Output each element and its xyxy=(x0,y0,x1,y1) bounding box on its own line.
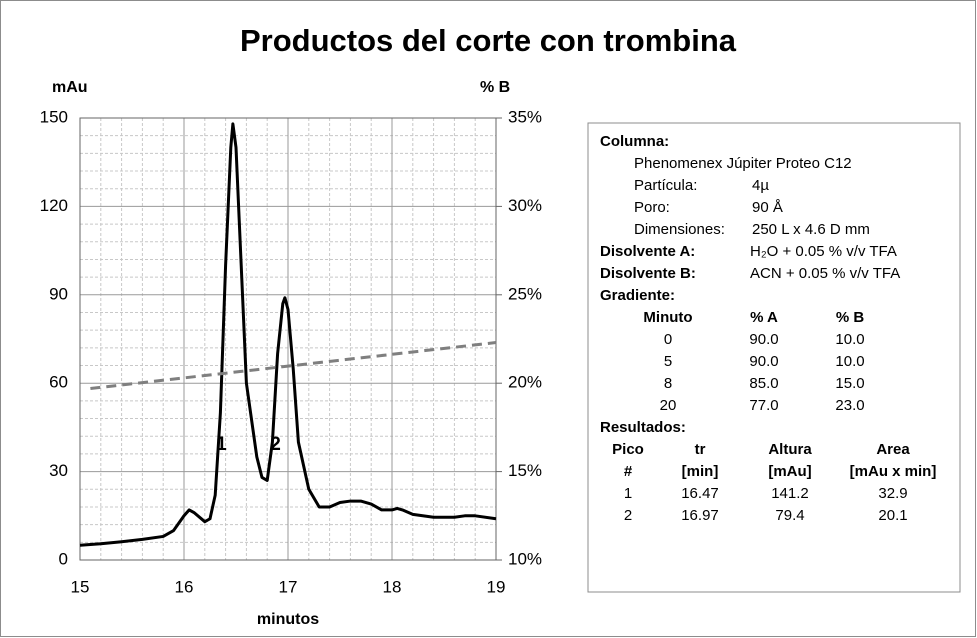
table-header: # xyxy=(624,463,633,480)
table-header: [mAu] xyxy=(768,463,811,480)
table-header: Altura xyxy=(768,441,812,458)
table-header: Minuto xyxy=(643,309,692,326)
section-label: Disolvente B: xyxy=(600,265,696,282)
series-line xyxy=(90,341,497,390)
table-cell: 32.9 xyxy=(878,485,907,502)
y-axis-label: mAu xyxy=(52,79,88,96)
y-tick-label: 150 xyxy=(40,107,68,126)
y-tick-label: 90 xyxy=(49,284,68,303)
table-cell: 90.0 xyxy=(749,353,778,370)
y-tick-label: 60 xyxy=(49,373,68,392)
info-text: Dimensiones: xyxy=(634,221,725,238)
y2-tick-label: 25% xyxy=(508,284,542,303)
x-tick-label: 19 xyxy=(487,577,506,596)
info-text: Partícula: xyxy=(634,177,697,194)
section-label: Gradiente: xyxy=(600,287,675,304)
table-cell: 5 xyxy=(664,353,672,370)
x-tick-label: 17 xyxy=(279,577,298,596)
table-cell: 1 xyxy=(624,485,632,502)
annotation: 2 xyxy=(270,434,281,455)
table-cell: 90.0 xyxy=(749,331,778,348)
table-cell: 0 xyxy=(664,331,672,348)
table-cell: 10.0 xyxy=(835,331,864,348)
table-cell: 141.2 xyxy=(771,485,809,502)
info-text: Poro: xyxy=(634,199,670,216)
table-header: Pico xyxy=(612,441,644,458)
info-text: 90 Å xyxy=(752,199,783,216)
info-text: 4µ xyxy=(752,177,769,194)
table-cell: 77.0 xyxy=(749,397,778,414)
table-cell: 20 xyxy=(660,397,677,414)
x-tick-label: 15 xyxy=(71,577,90,596)
info-text: H₂O + 0.05 % v/v TFA xyxy=(750,243,897,260)
table-cell: 79.4 xyxy=(775,507,804,524)
y2-tick-label: 15% xyxy=(508,461,542,480)
y2-tick-label: 20% xyxy=(508,373,542,392)
table-cell: 16.97 xyxy=(681,507,719,524)
y-tick-label: 0 xyxy=(59,549,68,568)
info-box xyxy=(587,122,961,593)
info-text: ACN + 0.05 % v/v TFA xyxy=(750,265,900,282)
plot-border xyxy=(79,117,497,561)
table-cell: 20.1 xyxy=(878,507,907,524)
y2-tick-label: 30% xyxy=(508,196,542,215)
table-cell: 15.0 xyxy=(835,375,864,392)
table-cell: 23.0 xyxy=(835,397,864,414)
y2-tick-label: 35% xyxy=(508,107,542,126)
y-tick-label: 120 xyxy=(40,196,68,215)
x-tick-label: 16 xyxy=(175,577,194,596)
table-cell: 2 xyxy=(624,507,632,524)
y-tick-label: 30 xyxy=(49,461,68,480)
table-header: % B xyxy=(836,309,865,326)
table-header: Area xyxy=(876,441,910,458)
section-label: Columna: xyxy=(600,133,669,150)
table-cell: 16.47 xyxy=(681,485,719,502)
table-header: tr xyxy=(695,441,706,458)
x-tick-label: 18 xyxy=(383,577,402,596)
table-cell: 10.0 xyxy=(835,353,864,370)
table-header: [mAu x min] xyxy=(850,463,937,480)
y2-axis-label: % B xyxy=(480,79,510,96)
table-cell: 85.0 xyxy=(749,375,778,392)
x-axis-label: minutos xyxy=(257,611,319,628)
annotation: 1 xyxy=(216,434,227,455)
series-line xyxy=(79,122,497,547)
table-header: % A xyxy=(750,309,778,326)
chart-title: Productos del corte con trombina xyxy=(240,23,737,58)
info-text: Phenomenex Júpiter Proteo C12 xyxy=(634,155,852,172)
table-cell: 8 xyxy=(664,375,672,392)
section-label: Disolvente A: xyxy=(600,243,695,260)
section-label: Resultados: xyxy=(600,419,686,436)
y2-tick-label: 10% xyxy=(508,549,542,568)
info-text: 250 L x 4.6 D mm xyxy=(752,221,870,238)
table-header: [min] xyxy=(682,463,719,480)
